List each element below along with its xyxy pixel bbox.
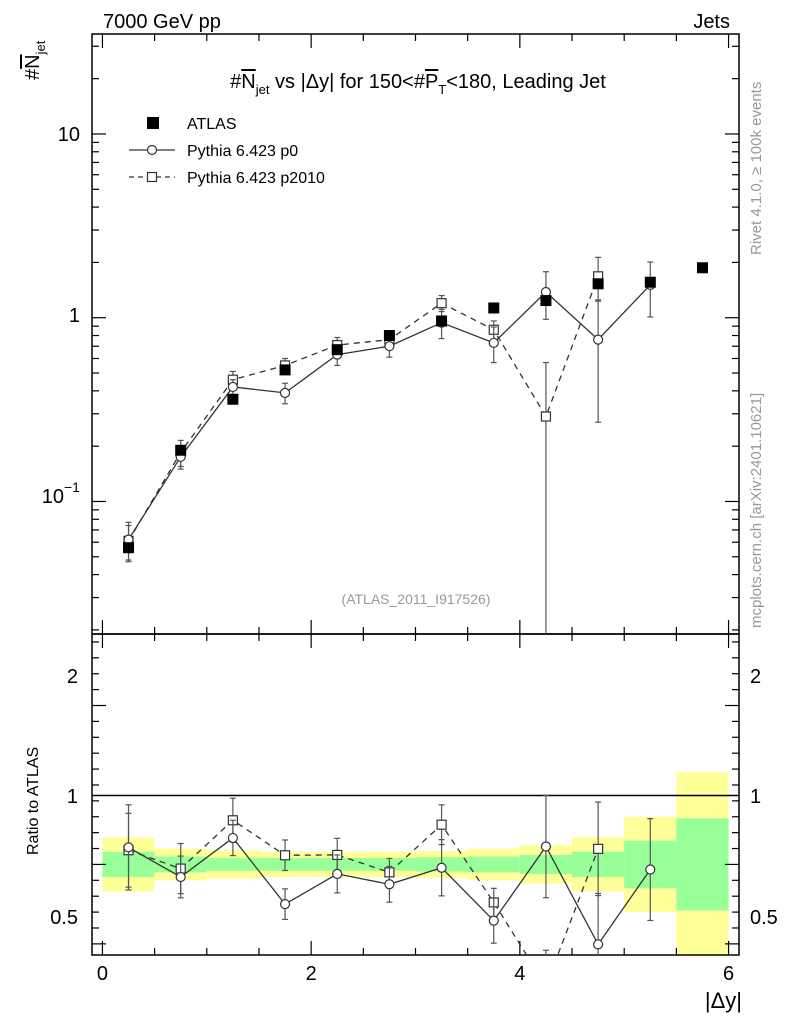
y-tick-label-10: 10 (58, 124, 80, 146)
atlas-data-point (175, 444, 187, 456)
stat-uncertainty-band (467, 856, 520, 873)
series-line-p0 (127, 284, 651, 540)
ratio-point-p2010 (593, 843, 604, 854)
ratio-tick-label-2-right: 2 (750, 666, 761, 688)
data-point-p0 (279, 387, 291, 398)
atlas-data-point (279, 364, 291, 376)
ratio-tick-labels: 2 1 0.5 2 1 0.5 (50, 666, 778, 929)
ratio-tick-label-0.5-left: 0.5 (50, 907, 78, 929)
chart-title: #Njet vs |Δy| for 150<#PT<180, Leading J… (230, 71, 606, 97)
atlas-data-point (488, 302, 500, 314)
legend-atlas-label: ATLAS (187, 116, 237, 133)
legend-atlas-marker (147, 117, 159, 129)
x-axis-label: |Δy| (705, 988, 742, 1013)
ratio-point-p0 (279, 899, 291, 910)
main-plot-series (123, 256, 708, 634)
data-point-p0 (488, 337, 499, 348)
header-process: Jets (693, 11, 730, 33)
legend-p2010-marker (146, 171, 158, 183)
legend-p0-label: Pythia 6.423 p0 (187, 143, 298, 160)
ratio-point-p0 (488, 915, 499, 926)
header-energy: 7000 GeV pp (103, 11, 221, 33)
series-line-p2010 (127, 276, 599, 542)
ratio-tick-label-1-left: 1 (67, 786, 78, 808)
x-tick-label: 0 (97, 963, 108, 985)
analysis-watermark: (ATLAS_2011_I917526) (342, 591, 491, 607)
atlas-data-point (696, 262, 708, 274)
data-point-p0 (227, 381, 238, 393)
ratio-point-p0 (436, 862, 447, 873)
ratio-uncertainty-bands (102, 772, 729, 955)
y-tick-label-0.1-exponent: −1 (64, 479, 80, 495)
y-axis-label: #Njet (22, 40, 48, 80)
ratio-tick-label-2-left: 2 (67, 666, 78, 688)
data-point-p0 (384, 341, 395, 352)
atlas-data-point (331, 344, 343, 356)
data-point-p2010 (436, 298, 447, 309)
rivet-version-label: Rivet 4.1.0, ≥ 100k events (748, 82, 765, 255)
legend-p2010-label: Pythia 6.423 p2010 (187, 170, 325, 187)
ratio-point-p2010 (279, 850, 291, 861)
ratio-tick-label-1-right: 1 (750, 786, 761, 808)
atlas-data-point (540, 295, 552, 307)
legend: ATLAS Pythia 6.423 p0 Pythia 6.423 p2010 (129, 116, 325, 187)
y-tick-label-1: 1 (69, 305, 80, 327)
x-tick-label: 6 (723, 963, 734, 985)
ratio-point-p0 (175, 871, 186, 883)
data-point-p2010 (540, 411, 552, 422)
x-tick-label: 2 (306, 963, 317, 985)
ratio-y-axis-label: Ratio to ATLAS (25, 747, 42, 855)
legend-p0-marker (146, 144, 158, 156)
x-tick-labels: 0 2 4 6 (97, 963, 734, 985)
ratio-point-p0 (645, 864, 656, 875)
ratio-point-p0 (540, 841, 552, 852)
y-tick-label-0.1: 10 (42, 486, 64, 508)
ratio-point-p2010 (541, 982, 550, 991)
ratio-point-p0 (593, 939, 604, 950)
stat-uncertainty-band (676, 818, 729, 911)
atlas-data-point (227, 393, 239, 405)
atlas-data-point (592, 278, 604, 290)
stat-uncertainty-band (206, 858, 259, 871)
atlas-data-point (383, 330, 395, 342)
data-point-p0 (593, 334, 604, 345)
ratio-point-p2010 (436, 819, 447, 830)
ratio-line-p2010 (128, 819, 599, 955)
x-tick-label: 4 (514, 963, 525, 985)
ratio-point-p0 (384, 879, 395, 890)
atlas-data-point (436, 315, 448, 327)
ratio-point-p0 (227, 832, 238, 844)
atlas-data-point (644, 276, 656, 288)
atlas-data-point (123, 542, 135, 554)
y-tick-labels: 10 1 10 −1 (42, 124, 80, 508)
ratio-point-p0 (123, 842, 134, 853)
ratio-tick-label-0.5-right: 0.5 (750, 907, 778, 929)
ratio-point-p0 (332, 868, 343, 880)
axis-ticks (92, 34, 739, 955)
mcplots-label: mcplots.cern.ch [arXiv:2401.10621] (748, 393, 765, 628)
ratio-plot-series (123, 794, 656, 991)
